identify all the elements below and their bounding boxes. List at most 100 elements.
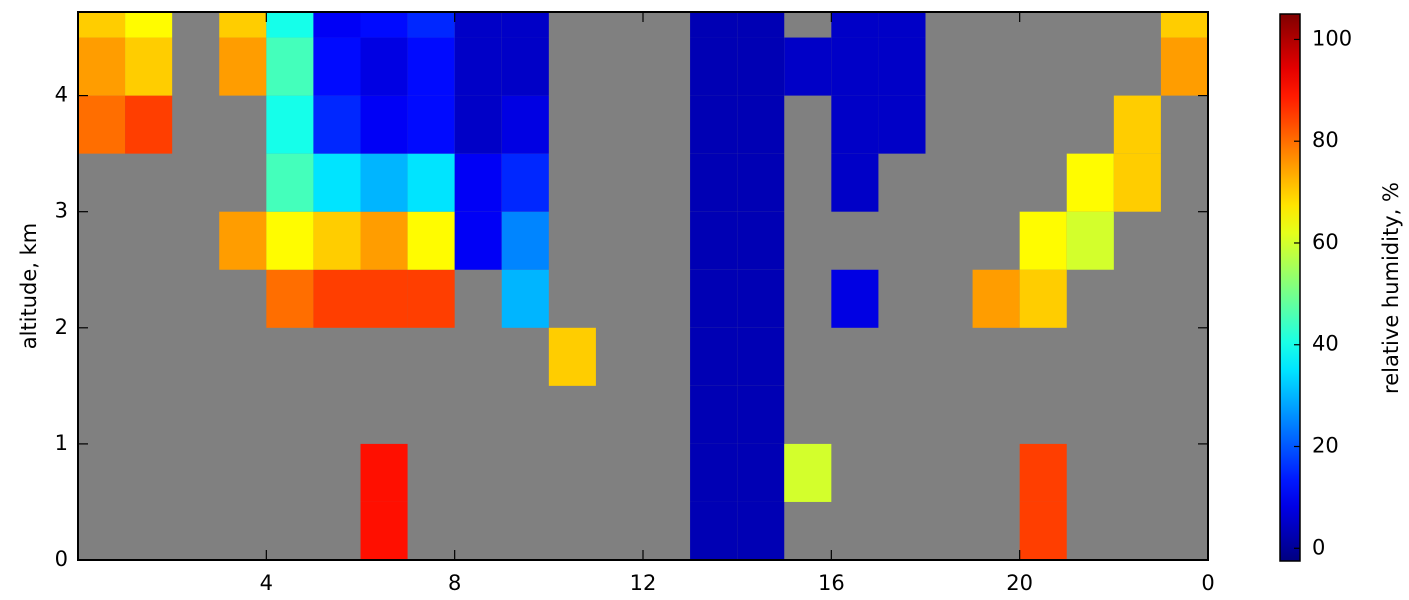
y-tick-label: 0: [55, 547, 68, 571]
heat-cell: [454, 211, 502, 270]
heat-cell: [690, 501, 738, 560]
heat-cell: [266, 269, 314, 328]
heat-cell: [737, 501, 785, 560]
heat-cell: [313, 269, 361, 328]
heat-cell: [360, 443, 408, 502]
x-tick-label: 4: [260, 571, 273, 595]
heat-cell: [1019, 501, 1067, 560]
heat-cell: [360, 153, 408, 212]
heat-cell: [878, 12, 926, 38]
heat-cell: [784, 443, 832, 502]
heat-cell: [690, 12, 738, 38]
colorbar-label: relative humidity, %: [1379, 182, 1403, 394]
x-tick-label: 16: [818, 571, 845, 595]
heat-cell: [219, 12, 267, 38]
x-tick-label: 0: [1201, 571, 1214, 595]
heat-cell: [266, 37, 314, 96]
heat-cell: [690, 385, 738, 444]
colorbar-tick-label: 40: [1312, 332, 1339, 356]
heat-cell: [219, 211, 267, 270]
heat-cell: [548, 327, 596, 386]
heat-cell: [125, 37, 173, 96]
heat-cell: [219, 37, 267, 96]
heat-cell: [690, 153, 738, 212]
heat-cell: [1019, 269, 1067, 328]
heat-cell: [1066, 153, 1114, 212]
y-tick-label: 2: [55, 315, 68, 339]
heat-cell: [454, 12, 502, 38]
heat-cell: [360, 501, 408, 560]
heat-cell: [501, 153, 549, 212]
heat-cell: [737, 269, 785, 328]
y-tick-label: 1: [55, 431, 68, 455]
heat-cell: [737, 12, 785, 38]
heat-cell: [266, 211, 314, 270]
heat-cell: [831, 269, 879, 328]
heat-cell: [360, 95, 408, 154]
colorbar-tick-label: 60: [1312, 230, 1339, 254]
heat-cell: [407, 269, 455, 328]
heatmap: [78, 12, 1208, 560]
heat-cell: [78, 37, 126, 96]
heat-cell: [313, 153, 361, 212]
heat-cell: [360, 12, 408, 38]
colorbar-tick-label: 20: [1312, 434, 1339, 458]
heat-cell: [1160, 37, 1208, 96]
heat-cell: [1113, 153, 1161, 212]
heat-cell: [501, 95, 549, 154]
heat-cell: [831, 95, 879, 154]
heat-cell: [407, 95, 455, 154]
heat-cell: [501, 269, 549, 328]
heat-cell: [1113, 95, 1161, 154]
heat-cell: [737, 385, 785, 444]
heat-cell: [407, 37, 455, 96]
y-axis-label: altitude, km: [17, 223, 41, 350]
heat-cell: [454, 153, 502, 212]
heat-cell: [737, 37, 785, 96]
heat-cell: [454, 95, 502, 154]
y-tick-label: 4: [55, 83, 68, 107]
colorbar: [1279, 13, 1301, 562]
heat-cell: [690, 443, 738, 502]
heat-cell: [737, 153, 785, 212]
heat-cell: [1019, 443, 1067, 502]
colorbar-tick-label: 100: [1312, 26, 1352, 50]
heat-cell: [878, 95, 926, 154]
heat-cell: [360, 269, 408, 328]
colorbar-tick-label: 0: [1312, 535, 1325, 559]
heat-cell: [266, 153, 314, 212]
heat-cell: [737, 211, 785, 270]
heat-cell: [454, 37, 502, 96]
heat-cell: [878, 37, 926, 96]
colorbar-tick-label: 80: [1312, 128, 1339, 152]
heat-cell: [407, 211, 455, 270]
heat-cell: [313, 95, 361, 154]
heat-cell: [784, 37, 832, 96]
heat-cell: [737, 95, 785, 154]
heat-cell: [313, 12, 361, 38]
heat-cell: [831, 37, 879, 96]
heat-cell: [737, 327, 785, 386]
heat-cell: [266, 12, 314, 38]
y-tick-label: 3: [55, 199, 68, 223]
heat-cell: [407, 153, 455, 212]
x-tick-label: 20: [1006, 571, 1033, 595]
heat-cell: [78, 12, 126, 38]
heat-cell: [972, 269, 1020, 328]
heat-cell: [831, 12, 879, 38]
heat-cell: [690, 269, 738, 328]
heat-cell: [690, 37, 738, 96]
heat-cell: [690, 211, 738, 270]
heat-cell: [125, 12, 173, 38]
x-tick-label: 12: [630, 571, 657, 595]
heat-cell: [360, 37, 408, 96]
heat-cell: [78, 95, 126, 154]
x-tick-label: 8: [448, 571, 461, 595]
heat-cell: [690, 95, 738, 154]
heat-cell: [313, 37, 361, 96]
heat-cell: [125, 95, 173, 154]
heat-cell: [501, 12, 549, 38]
heat-cell: [360, 211, 408, 270]
heat-cell: [831, 153, 879, 212]
